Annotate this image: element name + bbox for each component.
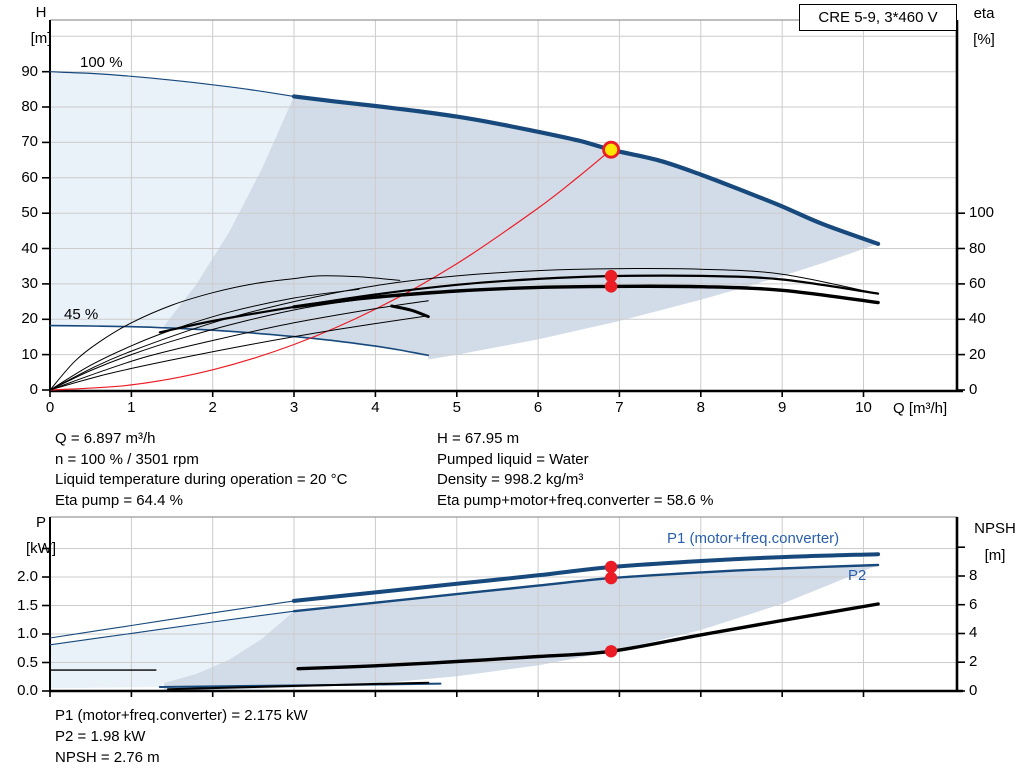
eta-speed-curve-3 (49, 300, 429, 391)
speed-100-label: 100 % (80, 54, 123, 71)
operating-envelope-steel (163, 96, 879, 360)
y-left-tick-label: 40 (21, 239, 38, 257)
x-tick-label: 5 (452, 399, 461, 416)
x-tick-label: 9 (777, 399, 787, 416)
eta-curve-45 (49, 275, 401, 391)
result-density: Density = 998.2 kg/m³ (437, 471, 584, 488)
eta-axis-unit: [%] (973, 31, 995, 48)
y-right-tick-label: 60 (969, 274, 986, 292)
p1-curve-extension (49, 600, 295, 639)
eta-total-marker (604, 280, 618, 293)
power-envelope-pale (50, 611, 294, 689)
y-right-tick-label: 40 (969, 310, 986, 328)
y-right-tick-label: 6 (969, 595, 978, 613)
x-tick-label: 1 (127, 399, 136, 416)
y-left-tick-label: 0 (29, 381, 38, 398)
x-tick-label: 0 (45, 399, 55, 416)
result-eta-total: Eta pump+motor+freq.converter = 58.6 % (437, 491, 714, 509)
y-left-tick-label: 50 (21, 204, 38, 222)
power-envelope-steel (163, 565, 879, 691)
q-axis-label: Q [m³/h] (893, 400, 948, 417)
npsh-curve (296, 602, 880, 671)
y-left-tick-label: 60 (21, 168, 38, 186)
npsh-axis-label: NPSH (974, 520, 1016, 537)
p1-marker (604, 560, 618, 574)
system-curve (49, 149, 612, 391)
y-right-tick-label: 8 (969, 566, 978, 584)
y-left-tick-label: 80 (21, 98, 38, 116)
result-npsh: NPSH = 2.76 m (55, 749, 160, 766)
p1-curve-label: P1 (motor+freq.converter) (667, 530, 840, 547)
y-left-tick-label: 90 (21, 62, 38, 80)
result-p1: P1 (motor+freq.converter) = 2.175 kW (55, 707, 308, 724)
eta-curve-100 (49, 267, 879, 391)
eta-pump-curve (158, 274, 880, 334)
y-right-tick-label: 100 (969, 204, 995, 222)
p1-curve (292, 552, 881, 603)
y-right-tick-label: 20 (969, 345, 986, 363)
speed-45-label: 45 % (64, 306, 99, 323)
pump-curve-100 (291, 94, 881, 246)
y-left-tick-label: 30 (21, 274, 38, 292)
x-tick-label: 4 (371, 399, 380, 416)
pump-curve-45 (49, 324, 430, 357)
p2-curve (292, 563, 880, 613)
p2-curve-label: P2 (848, 567, 867, 584)
h-axis-label: H (35, 4, 47, 21)
y-left-tick-label: 1.0 (17, 625, 38, 642)
p2-curve-extension (49, 610, 295, 646)
npsh-curve-45 (167, 681, 430, 691)
result-h: H = 67.95 m (437, 430, 520, 447)
eta-axis-label: eta (973, 5, 995, 22)
pump-curve-100-extension (49, 71, 295, 97)
result-liquid-temp: Liquid temperature during operation = 20… (55, 471, 348, 488)
result-q: Q = 6.897 m³/h (55, 430, 156, 447)
x-tick-label: 6 (533, 399, 543, 416)
x-tick-label: 3 (289, 399, 299, 416)
result-p2: P2 = 1.98 kW (55, 728, 146, 745)
y-left-tick-label: 0.0 (17, 682, 38, 699)
y-right-tick-label: 0 (969, 682, 978, 699)
eta-speed-curve-4 (49, 315, 429, 391)
y-left-tick-label: 20 (21, 310, 38, 328)
pump-title-box: CRE 5-9, 3*460 V (799, 4, 957, 31)
result-speed: n = 100 % / 3501 rpm (55, 450, 199, 468)
y-left-tick-label: 0.5 (17, 653, 38, 671)
eta-pump-marker (604, 269, 618, 283)
x-tick-label: 10 (855, 399, 872, 416)
y-right-tick-label: 80 (969, 239, 986, 257)
y-right-tick-label: 2 (969, 653, 978, 671)
x-tick-label: 8 (696, 399, 705, 416)
y-left-tick-label: 1.5 (17, 596, 38, 614)
result-eta-pump: Eta pump = 64.4 % (55, 491, 183, 509)
x-tick-label: 7 (615, 399, 624, 416)
eta-speed-curve-2 (49, 294, 393, 391)
eta-hook-segment (390, 304, 430, 319)
duty-point-marker (602, 140, 620, 159)
y-left-tick-label: 2.0 (17, 568, 38, 585)
x-tick-label: 2 (208, 399, 217, 416)
h-axis-unit: [m] (30, 30, 52, 47)
npsh-axis-unit: [m] (984, 547, 1006, 564)
result-pumped-liquid: Pumped liquid = Water (437, 450, 589, 468)
eta-total-curve (292, 284, 880, 309)
p-axis-label: P (35, 514, 46, 531)
eta-speed-curve-1 (49, 288, 360, 391)
npsh-marker (604, 645, 618, 658)
operating-envelope-pale (50, 71, 294, 327)
y-right-tick-label: 0 (969, 381, 978, 398)
y-left-tick-label: 10 (21, 345, 38, 363)
p2-marker (604, 571, 618, 585)
y-right-tick-label: 4 (969, 624, 978, 642)
p-axis-unit: [kW] (26, 540, 56, 557)
y-left-tick-label: 70 (21, 133, 38, 151)
